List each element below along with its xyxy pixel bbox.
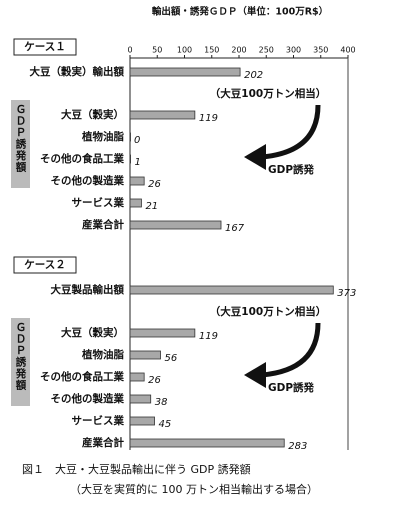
category-label: 産業合計 <box>82 436 124 449</box>
value-label: 26 <box>148 179 161 190</box>
bar <box>129 350 161 360</box>
x-tick-label: 100 <box>177 46 192 55</box>
bar <box>129 394 152 404</box>
x-tick-label: 50 <box>152 46 162 55</box>
value-label: 1 <box>135 157 141 168</box>
value-label: 119 <box>199 113 218 124</box>
bar <box>129 285 334 295</box>
category-label: その他の食品工業 <box>40 152 124 165</box>
bar <box>129 328 196 338</box>
category-label: 大豆製品輸出額 <box>51 283 125 296</box>
caption: （大豆を実質的に 100 万トン相当輸出する場合） <box>70 482 318 496</box>
category-label: 大豆（穀実）輸出額 <box>30 65 125 78</box>
value-label: 119 <box>199 331 218 342</box>
side-label: ＧＤＰ誘発額 <box>15 104 27 173</box>
category-label: 産業合計 <box>82 218 124 231</box>
arrow-label: GDP誘発 <box>268 381 315 394</box>
arrow-label: GDP誘発 <box>268 163 315 176</box>
side-label: ＧＤＰ誘発額 <box>15 322 27 391</box>
note: （大豆100万トン相当） <box>210 305 326 318</box>
arrow <box>261 322 321 378</box>
bar <box>129 176 145 186</box>
side-box <box>11 100 30 188</box>
value-label: 56 <box>165 353 178 364</box>
category-label: 大豆（穀実） <box>61 108 124 121</box>
x-tick-label: 0 <box>127 46 132 55</box>
category-label: 大豆（穀実） <box>61 326 124 339</box>
x-tick-label: 150 <box>204 46 219 55</box>
bar <box>129 438 285 448</box>
bar <box>129 416 155 426</box>
case-label: ケース２ <box>24 259 65 271</box>
bar <box>129 67 241 77</box>
x-tick-label: 250 <box>259 46 274 55</box>
arrow-head <box>244 362 266 388</box>
category-label: サービス業 <box>72 196 125 209</box>
side-box <box>11 318 30 406</box>
value-label: 283 <box>288 441 307 452</box>
x-tick-label: 350 <box>313 46 328 55</box>
category-label: その他の製造業 <box>51 174 125 187</box>
axis-title: 輸出額・誘発ＧＤＰ（単位：100万R$） <box>152 6 328 18</box>
value-label: 21 <box>145 201 158 212</box>
x-tick-label: 400 <box>340 46 355 55</box>
value-label: 45 <box>159 419 172 430</box>
bar <box>129 372 145 382</box>
note: （大豆100万トン相当） <box>210 87 326 100</box>
value-label: 373 <box>337 288 356 299</box>
bar <box>129 132 131 142</box>
arrow <box>261 104 321 160</box>
value-label: 38 <box>155 397 168 408</box>
category-label: その他の食品工業 <box>40 370 124 383</box>
value-label: 0 <box>134 135 140 146</box>
case-box <box>13 38 77 56</box>
case-label: ケース１ <box>24 41 65 53</box>
bar <box>129 198 142 208</box>
category-label: サービス業 <box>72 414 125 427</box>
bar <box>129 154 131 164</box>
category-label: 植物油脂 <box>81 130 124 143</box>
x-tick-label: 200 <box>231 46 246 55</box>
bar <box>129 110 196 120</box>
value-label: 202 <box>244 70 263 81</box>
arrow-head <box>244 144 266 170</box>
value-label: 167 <box>225 223 245 234</box>
caption: 図１ 大豆・大豆製品輸出に伴う GDP 誘発額 <box>22 462 251 476</box>
value-label: 26 <box>148 375 161 386</box>
category-label: 植物油脂 <box>81 348 124 361</box>
bar <box>129 220 222 230</box>
x-tick-label: 300 <box>286 46 301 55</box>
category-label: その他の製造業 <box>51 392 125 405</box>
case-box <box>13 256 77 274</box>
